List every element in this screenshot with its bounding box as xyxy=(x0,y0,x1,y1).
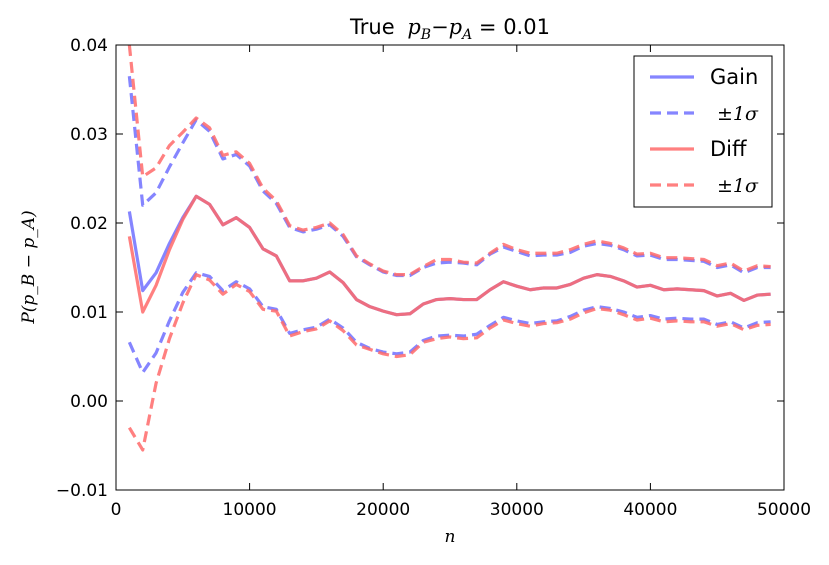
title-math-p: p xyxy=(407,15,420,39)
x-axis-ticks: 0 10000 20000 30000 40000 50000 xyxy=(111,45,811,520)
legend: Gain ±1σ Diff ±1σ xyxy=(633,55,773,208)
y-tick-label: 0.01 xyxy=(70,303,108,323)
series-line-diff-plus-sigma xyxy=(127,45,771,277)
plot-frame xyxy=(115,44,785,491)
title-suffix: = 0.01 xyxy=(472,15,550,39)
y-tick-label: −0.01 xyxy=(56,481,108,501)
y-tick-label: 0.03 xyxy=(70,125,108,145)
x-tick-label: 10000 xyxy=(223,500,277,520)
y-axis-label: P(p_B − p_A) xyxy=(19,210,39,324)
x-tick-label: 20000 xyxy=(356,500,410,520)
x-tick-label: 50000 xyxy=(757,500,811,520)
legend-box xyxy=(633,55,773,208)
title-minus: − xyxy=(431,15,449,39)
y-tick-label: 0.02 xyxy=(70,214,108,234)
y-tick-label: 0.00 xyxy=(70,392,108,412)
legend-label: Diff xyxy=(710,137,747,161)
y-axis-label-text: P(p_B − p_A) xyxy=(19,210,39,324)
title-sub-a: A xyxy=(460,27,472,43)
legend-label: ±1σ xyxy=(717,175,759,197)
x-axis-label: n xyxy=(445,527,456,547)
series-line-gain-minus-sigma xyxy=(127,271,771,375)
title-sub-b: B xyxy=(420,27,431,43)
series-line-diff-minus-sigma xyxy=(127,273,771,452)
series-line-diff xyxy=(127,194,771,317)
title-math-p2: p xyxy=(449,15,462,39)
chart-title: True pB−pA = 0.01 xyxy=(349,15,550,43)
series-line-gain-plus-sigma xyxy=(127,75,771,278)
x-tick-label: 30000 xyxy=(490,500,544,520)
y-axis-ticks: −0.01 0.00 0.01 0.02 0.03 0.04 xyxy=(56,36,784,501)
legend-label: ±1σ xyxy=(717,103,759,125)
legend-label: Gain xyxy=(710,65,758,89)
x-tick-label: 40000 xyxy=(623,500,677,520)
x-tick-label: 0 xyxy=(111,500,122,520)
series-layer xyxy=(127,45,771,452)
title-prefix: True xyxy=(349,15,395,39)
y-tick-label: 0.04 xyxy=(70,36,108,56)
